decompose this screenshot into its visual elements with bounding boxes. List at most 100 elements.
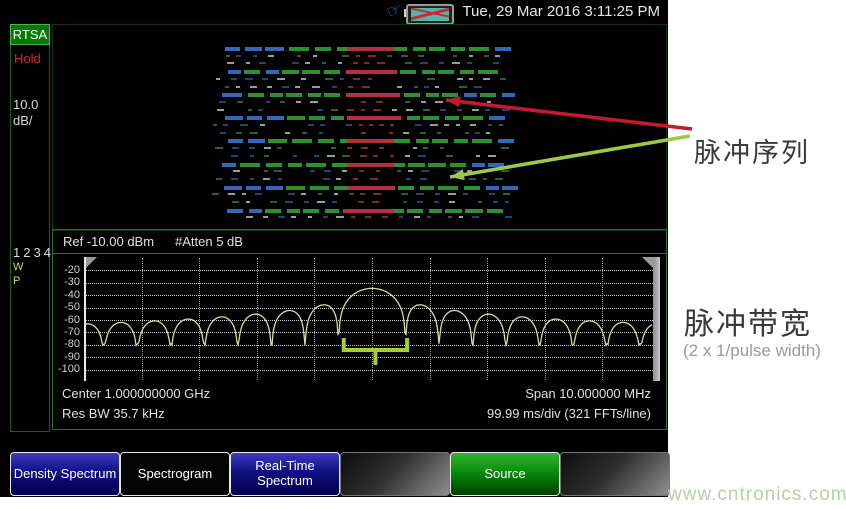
- density-dash: [297, 54, 301, 57]
- v-gridline: [314, 258, 316, 380]
- v-gridline: [544, 258, 546, 380]
- density-dash: [289, 47, 309, 51]
- softkey-blank[interactable]: [340, 452, 450, 496]
- plot-right-bar[interactable]: [653, 257, 660, 381]
- density-dash: [407, 208, 423, 213]
- softkey-spectrogram[interactable]: Spectrogram: [120, 452, 230, 496]
- density-dash: [286, 185, 305, 190]
- footer-annotations: Center 1.000000000 GHz Res BW 35.7 kHz S…: [52, 384, 665, 428]
- ref-level-label[interactable]: Ref -10.00 dBm: [63, 234, 155, 249]
- h-gridline: [86, 357, 653, 359]
- density-dash: [228, 70, 241, 75]
- density-dash: [240, 124, 248, 126]
- density-dash: [408, 162, 425, 167]
- softkey-real-time-spectrum[interactable]: Real-Time Spectrum: [230, 452, 340, 496]
- y-axis-label: -90: [64, 350, 80, 363]
- density-hot-block: [348, 93, 394, 98]
- density-dash: [460, 70, 474, 75]
- density-dash: [502, 93, 515, 98]
- softkey-blank[interactable]: [560, 452, 670, 496]
- density-dash: [360, 193, 365, 196]
- density-dash: [331, 147, 336, 150]
- trace-flag-p: P: [13, 275, 21, 287]
- density-dash: [502, 185, 518, 190]
- density-dash: [448, 216, 452, 219]
- mode-badge[interactable]: RTSA: [10, 24, 50, 45]
- span-label[interactable]: Span 10.000000 MHz: [525, 386, 651, 401]
- center-freq-label[interactable]: Center 1.000000000 GHz: [62, 386, 211, 401]
- density-dash: [505, 201, 509, 203]
- density-dash: [245, 77, 253, 80]
- density-dash: [457, 77, 463, 80]
- density-dash: [255, 193, 262, 196]
- density-dash: [228, 193, 235, 196]
- density-dash: [304, 201, 309, 203]
- density-dash: [437, 131, 441, 134]
- density-dash: [438, 185, 458, 190]
- density-dash: [486, 185, 499, 190]
- h-gridline: [86, 270, 653, 272]
- density-dash: [413, 147, 417, 150]
- attenuation-label[interactable]: #Atten 5 dB: [175, 234, 243, 249]
- density-dash: [459, 85, 467, 88]
- pulse-bandwidth-subtext: (2 x 1/pulse width): [683, 341, 821, 360]
- density-dash: [253, 54, 257, 57]
- density-dash: [444, 124, 449, 126]
- density-dash: [265, 47, 284, 51]
- h-gridline: [86, 369, 653, 371]
- density-dash: [320, 124, 325, 126]
- density-dash: [365, 216, 371, 219]
- density-dash: [323, 216, 328, 219]
- density-dash: [435, 193, 440, 196]
- density-dash: [360, 154, 367, 157]
- sweep-info-label[interactable]: 99.99 ms/div (321 FFTs/line): [486, 406, 651, 421]
- trace-numbers[interactable]: 1234: [13, 245, 54, 260]
- density-dash: [373, 154, 378, 157]
- density-dash: [475, 131, 480, 134]
- density-dash: [489, 116, 505, 121]
- softkey-source[interactable]: Source: [450, 452, 560, 496]
- density-dash: [463, 193, 468, 196]
- density-dash: [423, 147, 428, 150]
- density-dash: [332, 162, 348, 167]
- left-annotation-column: RTSA Hold 10.0 dB/ 1234 W P: [10, 24, 51, 432]
- density-dash: [225, 85, 229, 88]
- density-dash: [390, 154, 394, 157]
- density-dash: [282, 85, 289, 88]
- sweep-state-label[interactable]: Hold: [14, 51, 41, 66]
- density-dash: [248, 108, 252, 111]
- density-dash: [340, 77, 344, 80]
- density-dash: [430, 124, 438, 126]
- density-dash: [420, 185, 434, 190]
- density-dash: [403, 131, 409, 134]
- density-dash: [308, 93, 321, 98]
- density-dash: [223, 124, 228, 126]
- density-hot-block: [348, 47, 394, 51]
- density-dash: [287, 208, 300, 213]
- density-dash: [242, 193, 246, 196]
- density-dash: [227, 62, 234, 65]
- softkey-row: Density Spectrum Spectrogram Real-Time Spe…: [0, 448, 670, 497]
- density-dash: [401, 193, 408, 196]
- softkey-density-spectrum[interactable]: Density Spectrum: [10, 452, 120, 496]
- density-dash: [217, 108, 224, 111]
- res-bw-label[interactable]: Res BW 35.7 kHz: [62, 406, 165, 421]
- density-dash: [465, 131, 469, 134]
- pulse-train-annotation: 脉冲序列: [694, 138, 810, 168]
- density-dash: [237, 100, 243, 103]
- density-dash: [406, 108, 413, 111]
- density-dash: [324, 70, 340, 75]
- density-dash: [324, 170, 331, 173]
- density-dash: [305, 62, 310, 65]
- density-dash: [392, 108, 397, 111]
- density-dash: [231, 154, 238, 157]
- density-dash: [249, 147, 255, 150]
- density-dash: [216, 177, 222, 180]
- density-dash: [457, 108, 462, 111]
- density-dash: [246, 201, 250, 203]
- density-dash: [359, 124, 363, 126]
- density-dash: [225, 47, 240, 51]
- density-dash: [416, 193, 424, 196]
- h-gridline: [86, 307, 653, 309]
- density-dash: [472, 108, 479, 111]
